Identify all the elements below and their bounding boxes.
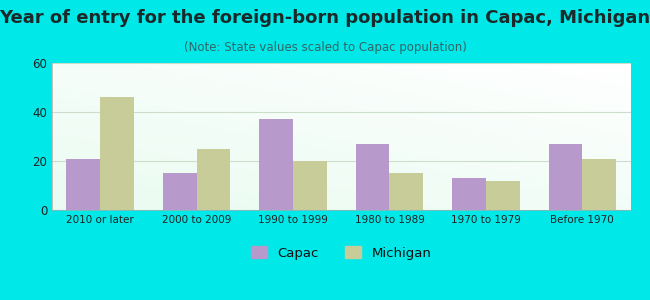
Bar bbox=[389, 173, 423, 210]
Bar bbox=[259, 119, 293, 210]
Legend: Capac, Michigan: Capac, Michigan bbox=[246, 241, 437, 265]
Bar bbox=[486, 181, 519, 210]
Bar bbox=[293, 161, 327, 210]
Bar bbox=[196, 149, 230, 210]
Text: (Note: State values scaled to Capac population): (Note: State values scaled to Capac popu… bbox=[183, 40, 467, 53]
Bar bbox=[163, 173, 196, 210]
Text: Year of entry for the foreign-born population in Capac, Michigan: Year of entry for the foreign-born popul… bbox=[0, 9, 650, 27]
Bar bbox=[549, 144, 582, 210]
Bar bbox=[356, 144, 389, 210]
Bar bbox=[452, 178, 486, 210]
Bar bbox=[66, 158, 100, 210]
Bar bbox=[582, 158, 616, 210]
Bar bbox=[100, 97, 134, 210]
